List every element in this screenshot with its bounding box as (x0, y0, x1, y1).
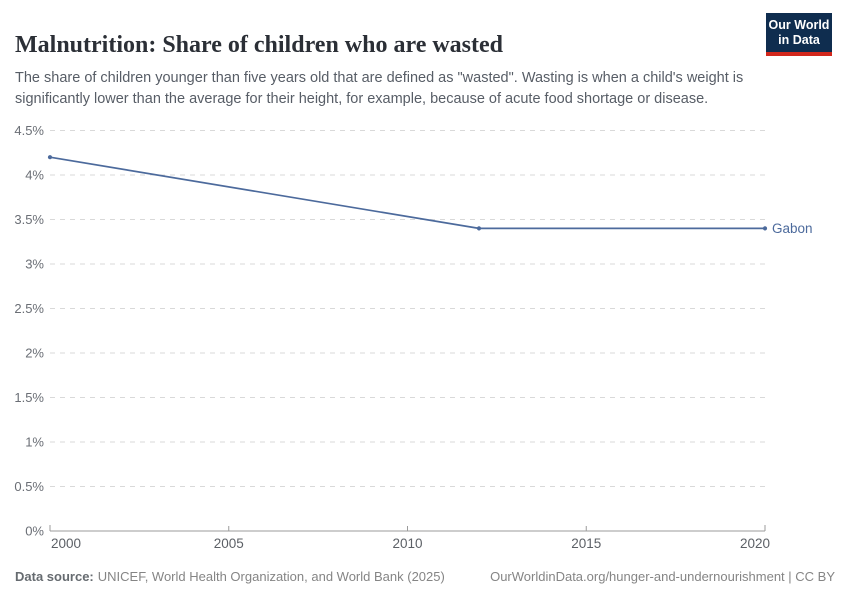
x-axis-tick-label: 2015 (571, 536, 601, 551)
x-axis-tick-label: 2020 (740, 536, 770, 551)
y-axis-tick-label: 2.5% (14, 301, 44, 316)
owid-logo: Our World in Data (766, 13, 832, 56)
y-axis-tick-label: 1.5% (14, 390, 44, 405)
x-axis-tick-label: 2005 (214, 536, 244, 551)
owid-logo-line2: in Data (778, 33, 820, 47)
data-point-marker[interactable] (476, 226, 482, 231)
y-axis-tick-label: 3.5% (14, 212, 44, 227)
y-axis-tick-label: 4.5% (14, 123, 44, 138)
series-label-gabon[interactable]: Gabon (772, 221, 813, 236)
chart-subtitle: The share of children younger than five … (15, 69, 744, 107)
x-axis-tick-label: 2010 (392, 536, 422, 551)
y-axis-tick-label: 4% (25, 168, 44, 183)
y-axis-tick-label: 0% (25, 524, 44, 539)
series-line-gabon[interactable] (49, 156, 766, 230)
chart-footer: Data source: UNICEF, World Health Organiz… (15, 569, 835, 584)
y-axis-tick-label: 1% (25, 435, 44, 450)
data-point-marker[interactable] (762, 226, 768, 231)
y-axis-tick-label: 0.5% (14, 479, 44, 494)
data-source-value: UNICEF, World Health Organization, and W… (97, 569, 445, 584)
data-source-note: Data source: UNICEF, World Health Organiz… (15, 569, 445, 584)
y-axis-tick-label: 3% (25, 257, 44, 272)
page-title: Malnutrition: Share of children who are … (15, 32, 504, 59)
owid-url-link[interactable]: OurWorldinData.org/hunger-and-undernouri… (490, 569, 835, 584)
data-point-marker[interactable] (47, 155, 53, 160)
x-axis-tick-label: 2000 (51, 536, 81, 551)
owid-logo-line1: Our World (768, 18, 830, 32)
y-axis-tick-label: 2% (25, 346, 44, 361)
data-source-label: Data source: (15, 569, 94, 584)
